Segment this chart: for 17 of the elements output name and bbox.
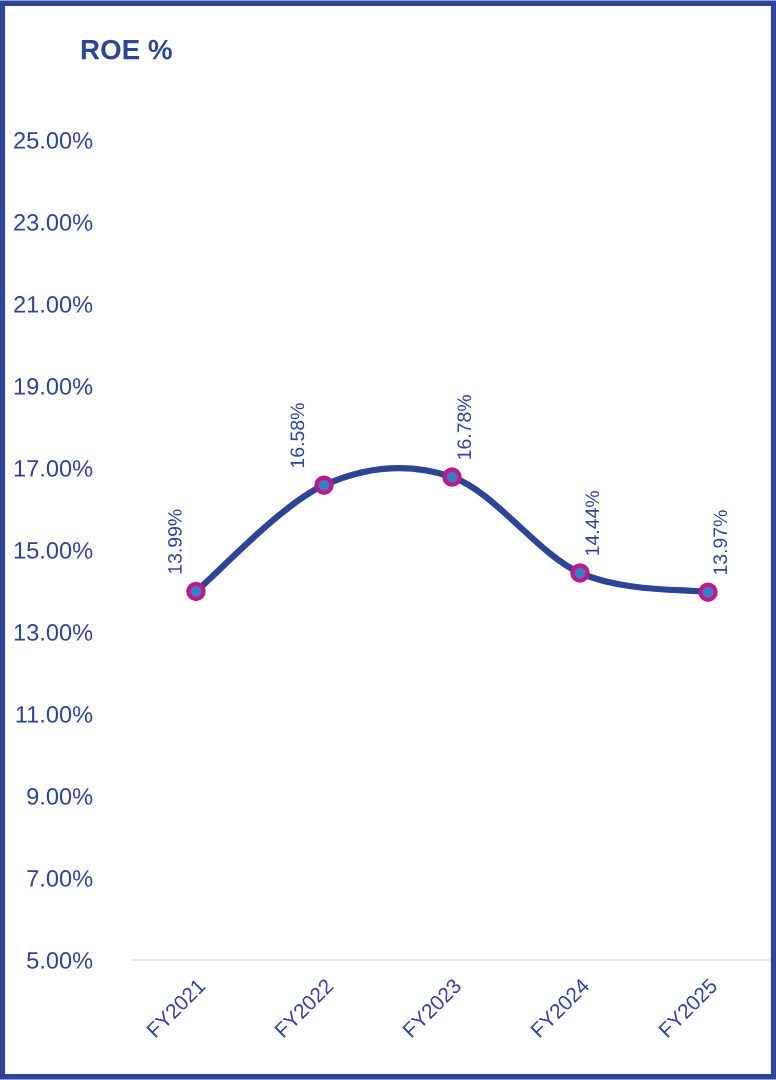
y-tick-label: 15.00% [14,542,93,559]
y-tick-label: 23.00% [14,214,93,231]
y-tick-label: 9.00% [27,788,93,805]
y-tick-label: 13.00% [14,624,93,641]
chart-title: ROE % [81,39,172,60]
y-tick-label: 11.00% [16,706,93,723]
data-label: 13.99% [168,509,182,574]
y-tick-label: 5.00% [27,952,93,969]
y-tick-label: 7.00% [27,870,93,887]
data-label: 13.97% [713,510,728,575]
data-label: 16.78% [457,395,472,459]
data-label: 16.58% [290,403,305,468]
y-tick-label: 17.00% [14,460,93,477]
y-tick-label: 25.00% [14,132,93,149]
y-tick-label: 21.00% [14,296,93,313]
y-tick-label: 19.00% [14,378,93,395]
data-label: 14.44% [585,491,600,555]
